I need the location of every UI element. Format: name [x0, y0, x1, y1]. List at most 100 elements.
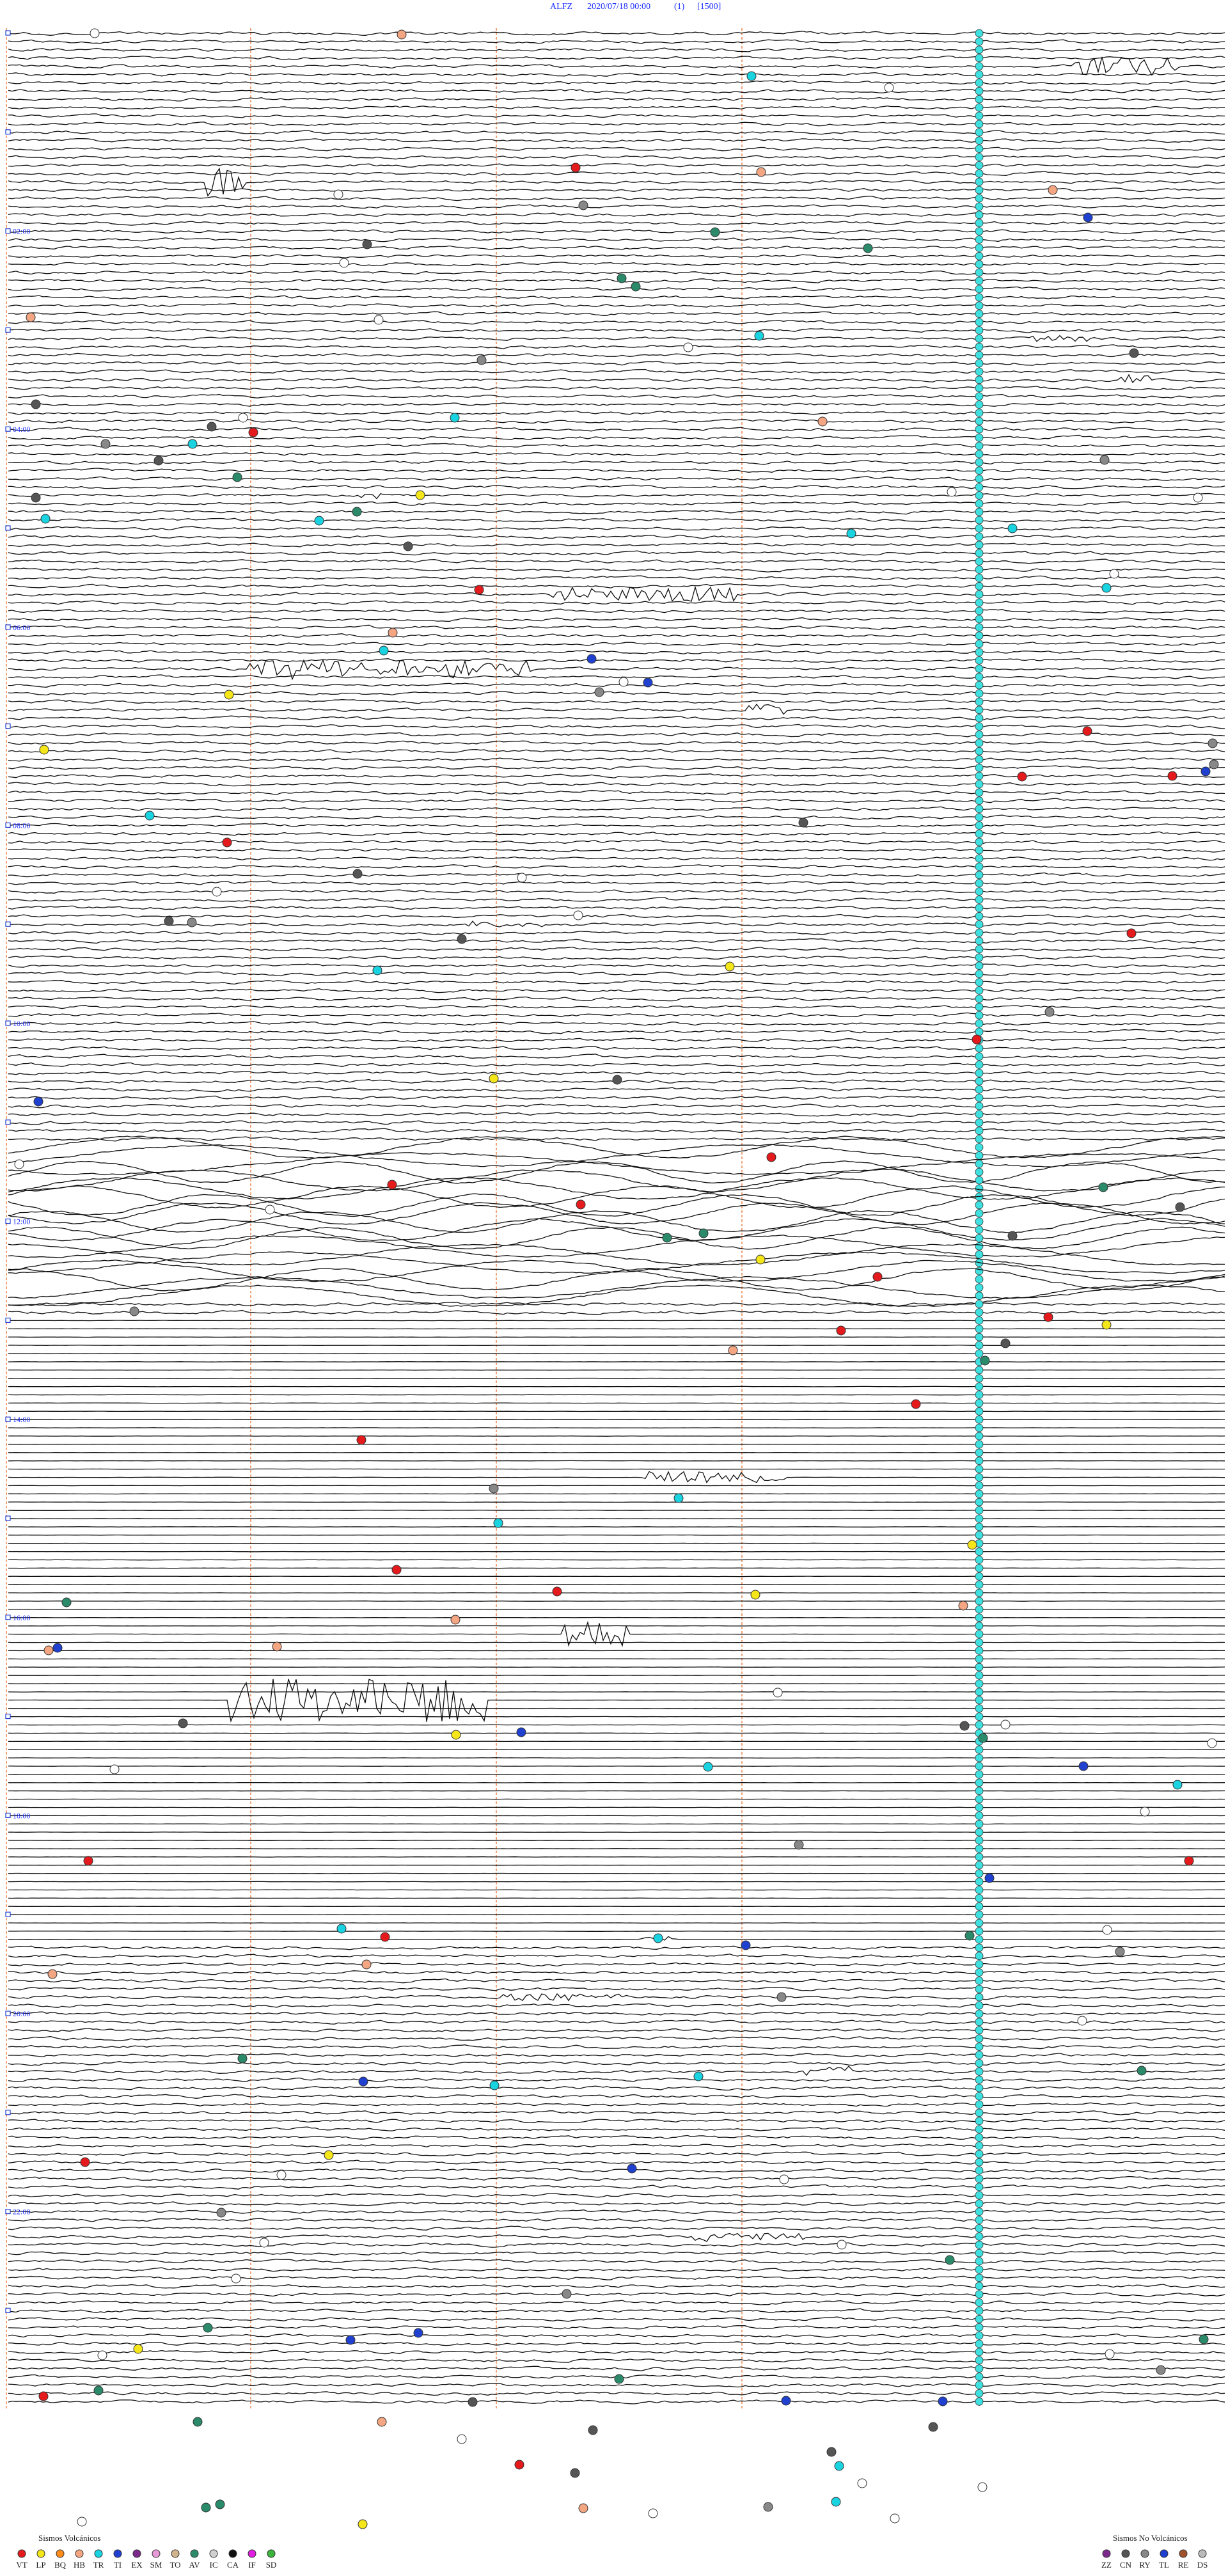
trace-marker: [975, 219, 984, 228]
trace-marker: [975, 747, 984, 755]
trace-marker: [975, 2117, 984, 2126]
event-dot: [203, 2323, 213, 2333]
trace-marker: [975, 532, 984, 541]
trace-marker: [975, 227, 984, 236]
seismic-trace: [8, 245, 1225, 250]
trace-marker: [975, 920, 984, 929]
event-dot: [237, 2053, 248, 2064]
trace-marker: [975, 805, 984, 813]
trace-marker: [975, 1341, 984, 1350]
seismic-trace: [8, 740, 1225, 746]
trace-marker: [975, 2026, 984, 2035]
trace-marker: [975, 1085, 984, 1094]
trace-marker: [975, 631, 984, 640]
trace-marker: [975, 1019, 984, 1028]
event-dot: [863, 243, 873, 253]
trace-marker: [975, 2298, 984, 2307]
event-dot: [212, 887, 222, 897]
event-dot: [817, 416, 828, 427]
event-dot: [614, 2374, 624, 2384]
seismic-trace: [8, 1169, 1225, 1192]
seismic-trace: [8, 1897, 1225, 1899]
seismic-trace: [8, 138, 1225, 143]
seismic-trace: [8, 649, 1225, 654]
trace-marker: [975, 120, 984, 129]
seismic-trace: [8, 550, 1225, 556]
legend-code: TI: [114, 2560, 122, 2570]
trace-marker: [975, 194, 984, 203]
row-marker: [5, 1714, 11, 1719]
legend-dot: [75, 2549, 84, 2558]
trace-marker: [975, 2265, 984, 2274]
event-dot: [31, 493, 41, 503]
event-dot: [231, 2273, 241, 2284]
seismic-trace: [8, 130, 1225, 135]
trace-marker: [975, 243, 984, 252]
seismic-trace: [8, 542, 1225, 548]
trace-marker: [975, 2133, 984, 2142]
event-dot: [31, 399, 41, 409]
trace-marker: [975, 1984, 984, 1993]
row-marker: [5, 1615, 11, 1620]
seismic-trace: [8, 624, 1225, 630]
trace-marker: [975, 1877, 984, 1886]
event-dot: [1078, 1761, 1089, 1771]
event-dot: [984, 1873, 995, 1883]
trace-marker: [975, 475, 984, 483]
trace-marker: [975, 1473, 984, 1482]
seismic-trace: [8, 518, 1225, 523]
event-dot: [97, 2350, 107, 2360]
seismic-trace: [8, 221, 1225, 226]
trace-marker: [975, 598, 984, 607]
event-dot: [552, 1586, 562, 1597]
scale: [1500]: [697, 2, 721, 12]
trace-marker: [975, 606, 984, 615]
trace-marker: [975, 2389, 984, 2398]
seismic-trace: [8, 2119, 1225, 2124]
seismic-trace: [8, 47, 1225, 52]
trace-marker: [975, 1935, 984, 1944]
trace-marker: [975, 70, 984, 79]
event-dot: [517, 873, 527, 883]
seismic-trace: [8, 1471, 1225, 1483]
event-dot: [154, 455, 164, 466]
event-dot: [1007, 1231, 1018, 1241]
event-dot: [781, 2396, 791, 2406]
seismic-trace: [8, 2028, 1225, 2033]
event-dot: [450, 1615, 460, 1625]
seismic-trace: [8, 434, 1225, 441]
trace-marker: [975, 54, 984, 63]
event-dot: [643, 677, 653, 688]
event-dot: [756, 167, 766, 177]
trace-marker: [975, 1597, 984, 1606]
trace-marker: [975, 912, 984, 921]
trace-marker: [975, 2331, 984, 2340]
traces: [5, 28, 1225, 2410]
trace-marker: [975, 1588, 984, 1597]
event-dot: [890, 2513, 900, 2524]
trace-marker: [975, 1687, 984, 1696]
seismic-trace: [8, 2094, 1225, 2099]
trace-marker: [975, 342, 984, 351]
seismic-trace: [8, 328, 1225, 333]
seismic-trace: [8, 1840, 1225, 1842]
trace-marker: [975, 37, 984, 46]
trace-marker: [975, 1423, 984, 1432]
seismic-trace: [8, 2350, 1225, 2355]
trace-marker: [975, 2009, 984, 2018]
trace-marker: [975, 1580, 984, 1589]
event-dot: [980, 1355, 990, 1366]
trace-marker: [975, 2232, 984, 2241]
seismic-trace: [8, 113, 1225, 118]
event-dot: [457, 2434, 467, 2444]
trace-marker: [975, 260, 984, 269]
event-dot: [93, 2385, 104, 2396]
seismic-trace: [8, 1185, 1225, 1208]
seismic-trace: [8, 1193, 1225, 1217]
seismic-trace: [8, 534, 1225, 539]
trace-marker: [975, 293, 984, 302]
trace-marker: [975, 731, 984, 739]
trace-marker: [975, 384, 984, 393]
trace-marker: [975, 235, 984, 244]
